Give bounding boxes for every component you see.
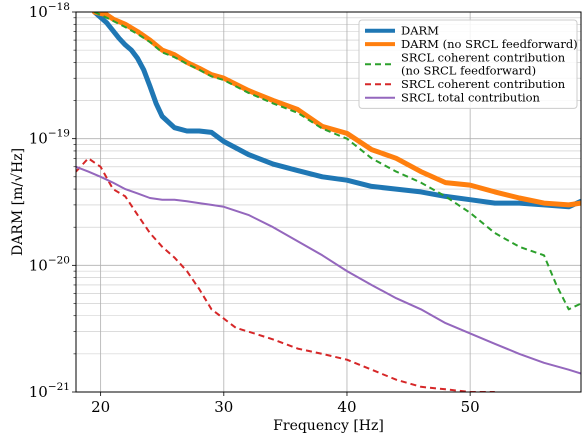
series-group (76, 12, 581, 392)
x-axis-title: Frequency [Hz] (273, 418, 384, 434)
x-tick-label: 40 (337, 398, 356, 416)
legend-label-3: SRCL coherent contribution (401, 77, 566, 91)
series-line-0 (92, 12, 581, 210)
y-axis-title: DARM [m/√Hz] (10, 148, 26, 256)
legend-label-1: DARM (no SRCL feedforward) (401, 37, 578, 51)
legend-label-0: DARM (401, 24, 439, 38)
series-layer (76, 12, 581, 392)
series-line-1 (92, 12, 581, 208)
legend-label-2-line2: (no SRCL feedforward) (401, 64, 536, 78)
legend-label-2: SRCL coherent contribution (401, 50, 566, 64)
x-tick-label: 30 (214, 398, 233, 416)
series-line-2 (94, 12, 581, 311)
x-tick-label: 50 (461, 398, 480, 416)
series-line-4 (76, 165, 581, 375)
series-line-3 (76, 157, 495, 392)
plot-frame (75, 11, 582, 393)
x-tick-label: 20 (91, 398, 110, 416)
legend-label-4: SRCL total contribution (401, 91, 541, 105)
legend-box (358, 19, 578, 109)
